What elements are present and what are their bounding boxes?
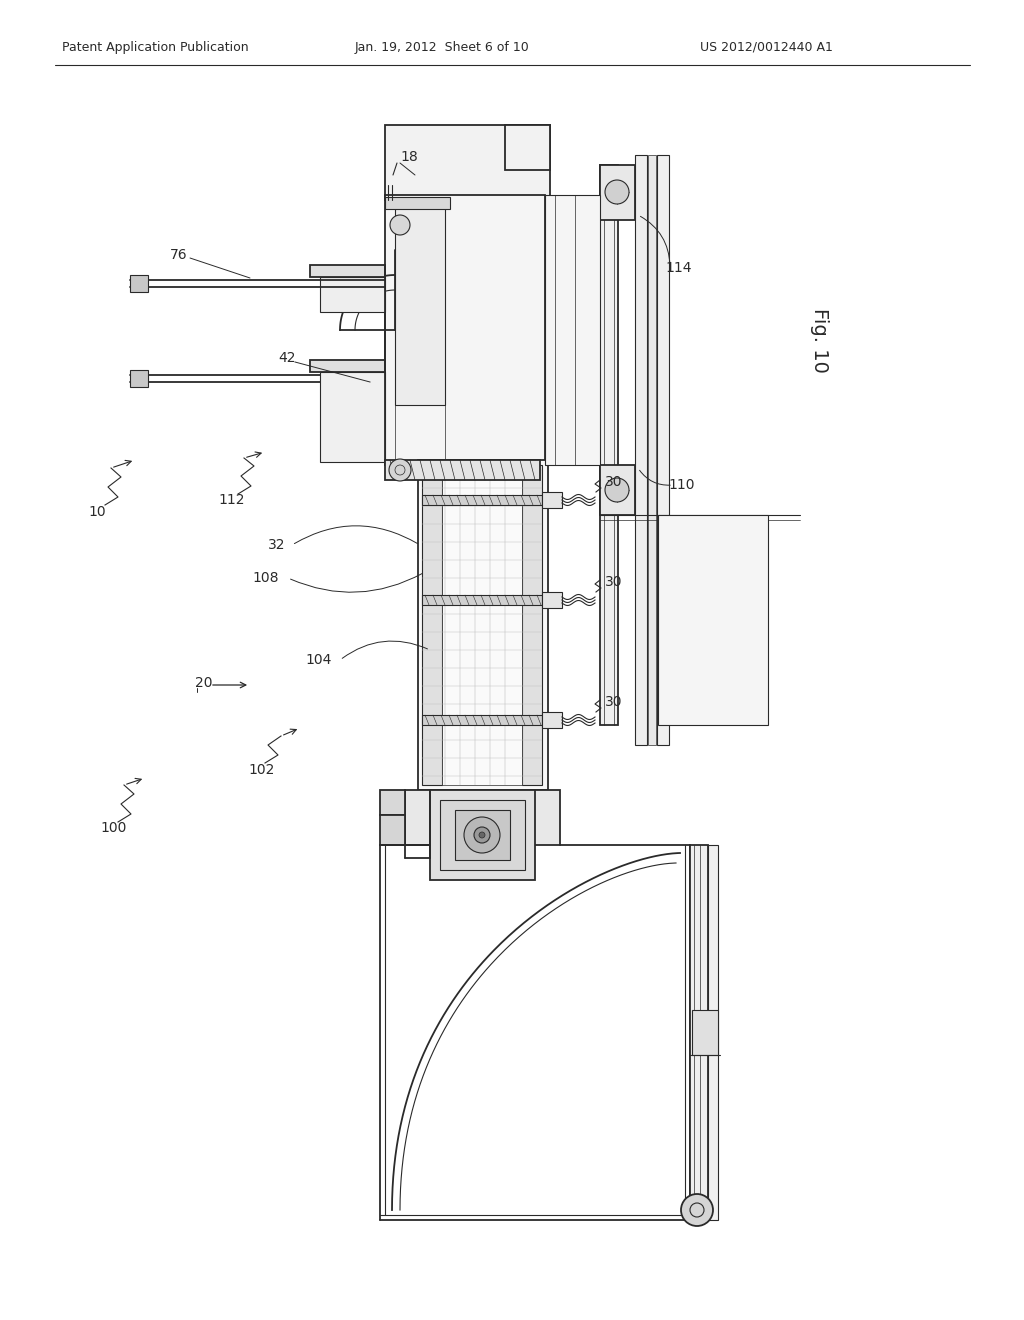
- Bar: [418, 459, 548, 789]
- Bar: [545, 195, 600, 465]
- Text: 10: 10: [88, 506, 105, 519]
- Bar: [542, 711, 562, 729]
- Bar: [430, 789, 535, 880]
- Bar: [600, 165, 635, 220]
- Bar: [310, 360, 385, 372]
- Text: Fig. 10: Fig. 10: [810, 308, 829, 372]
- Text: 108: 108: [252, 572, 279, 585]
- Text: Jan. 19, 2012  Sheet 6 of 10: Jan. 19, 2012 Sheet 6 of 10: [355, 41, 529, 54]
- Bar: [442, 465, 522, 785]
- Bar: [708, 845, 718, 1220]
- Bar: [542, 492, 562, 508]
- Bar: [505, 125, 550, 170]
- Bar: [380, 814, 406, 845]
- Bar: [130, 370, 148, 387]
- Text: US 2012/0012440 A1: US 2012/0012440 A1: [700, 41, 833, 54]
- Bar: [658, 515, 768, 725]
- Bar: [692, 1010, 718, 1055]
- Bar: [130, 275, 148, 292]
- Text: 32: 32: [268, 539, 286, 552]
- Bar: [422, 465, 442, 785]
- Bar: [395, 205, 445, 405]
- Bar: [406, 789, 560, 845]
- Circle shape: [389, 459, 411, 480]
- Text: 102: 102: [248, 763, 274, 777]
- Bar: [522, 465, 542, 785]
- Bar: [422, 495, 542, 506]
- Text: 100: 100: [100, 821, 126, 836]
- Bar: [422, 715, 542, 725]
- Text: 30: 30: [605, 696, 623, 709]
- Bar: [600, 465, 635, 515]
- Text: 42: 42: [278, 351, 296, 366]
- Bar: [385, 197, 450, 209]
- Circle shape: [605, 180, 629, 205]
- Text: 20: 20: [195, 676, 213, 690]
- Bar: [648, 154, 656, 744]
- Bar: [635, 154, 647, 744]
- Text: 76: 76: [170, 248, 187, 261]
- Bar: [542, 591, 562, 609]
- Text: 104: 104: [305, 653, 332, 667]
- Bar: [385, 459, 540, 480]
- Bar: [440, 800, 525, 870]
- Circle shape: [474, 828, 490, 843]
- Circle shape: [479, 832, 485, 838]
- Bar: [422, 595, 542, 605]
- Bar: [385, 125, 550, 201]
- Bar: [319, 372, 385, 462]
- Circle shape: [605, 478, 629, 502]
- Text: 30: 30: [605, 576, 623, 589]
- Circle shape: [390, 215, 410, 235]
- Bar: [310, 265, 385, 277]
- Bar: [319, 277, 385, 312]
- Text: 30: 30: [605, 475, 623, 488]
- Text: 114: 114: [665, 261, 691, 275]
- Bar: [380, 789, 406, 814]
- Circle shape: [681, 1195, 713, 1226]
- Text: Patent Application Publication: Patent Application Publication: [62, 41, 249, 54]
- Bar: [600, 165, 618, 725]
- Text: 112: 112: [218, 492, 245, 507]
- Circle shape: [464, 817, 500, 853]
- Bar: [385, 195, 545, 465]
- Bar: [657, 154, 669, 744]
- Text: 110: 110: [668, 478, 694, 492]
- Text: 18: 18: [400, 150, 418, 164]
- Bar: [690, 845, 708, 1220]
- Bar: [455, 810, 510, 861]
